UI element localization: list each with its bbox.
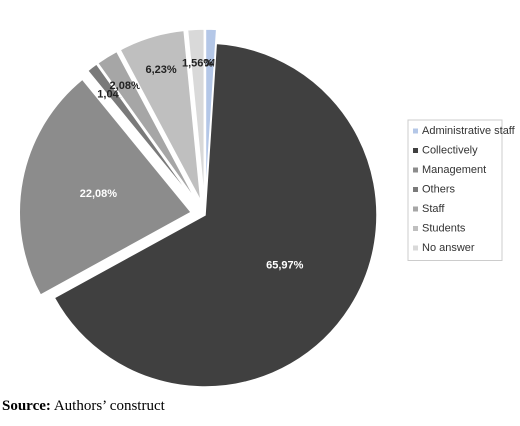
pie-slice — [86, 62, 198, 205]
legend-label: Collectively — [422, 144, 478, 156]
legend-marker — [413, 206, 418, 212]
legend-marker — [413, 148, 418, 153]
pie-slice — [186, 28, 206, 202]
legend-box — [407, 119, 503, 261]
pie-slice — [53, 42, 378, 388]
pie-slice — [119, 29, 202, 202]
legend-marker — [413, 167, 418, 173]
source-label: Source: — [2, 398, 51, 414]
legend-marker — [413, 226, 418, 231]
source-text: Authors’ construct — [53, 398, 165, 414]
legend-label: Students — [422, 222, 466, 234]
legend-label: Others — [422, 183, 456, 195]
legend-marker — [413, 245, 418, 251]
chart: 1,04%65,97%22,08%1,04%2,08%6,23%1,56%Adm… — [18, 28, 516, 388]
legend-label: Administrative staff — [422, 125, 516, 137]
value-label: 6,23% — [146, 64, 177, 76]
legend-marker — [413, 187, 418, 192]
pie-slice — [96, 50, 199, 204]
legend-label: Staff — [422, 203, 445, 215]
value-label: 22,08% — [80, 188, 118, 200]
source: Source: Authors’ construct — [2, 398, 165, 415]
legend-marker — [413, 128, 418, 134]
legend-label: No answer — [422, 242, 475, 254]
value-label: 65,97% — [266, 260, 304, 272]
legend-label: Management — [422, 164, 486, 176]
value-label: 2,08% — [110, 80, 141, 92]
value-label: 1,56% — [182, 57, 213, 69]
pie-slice — [18, 78, 193, 297]
